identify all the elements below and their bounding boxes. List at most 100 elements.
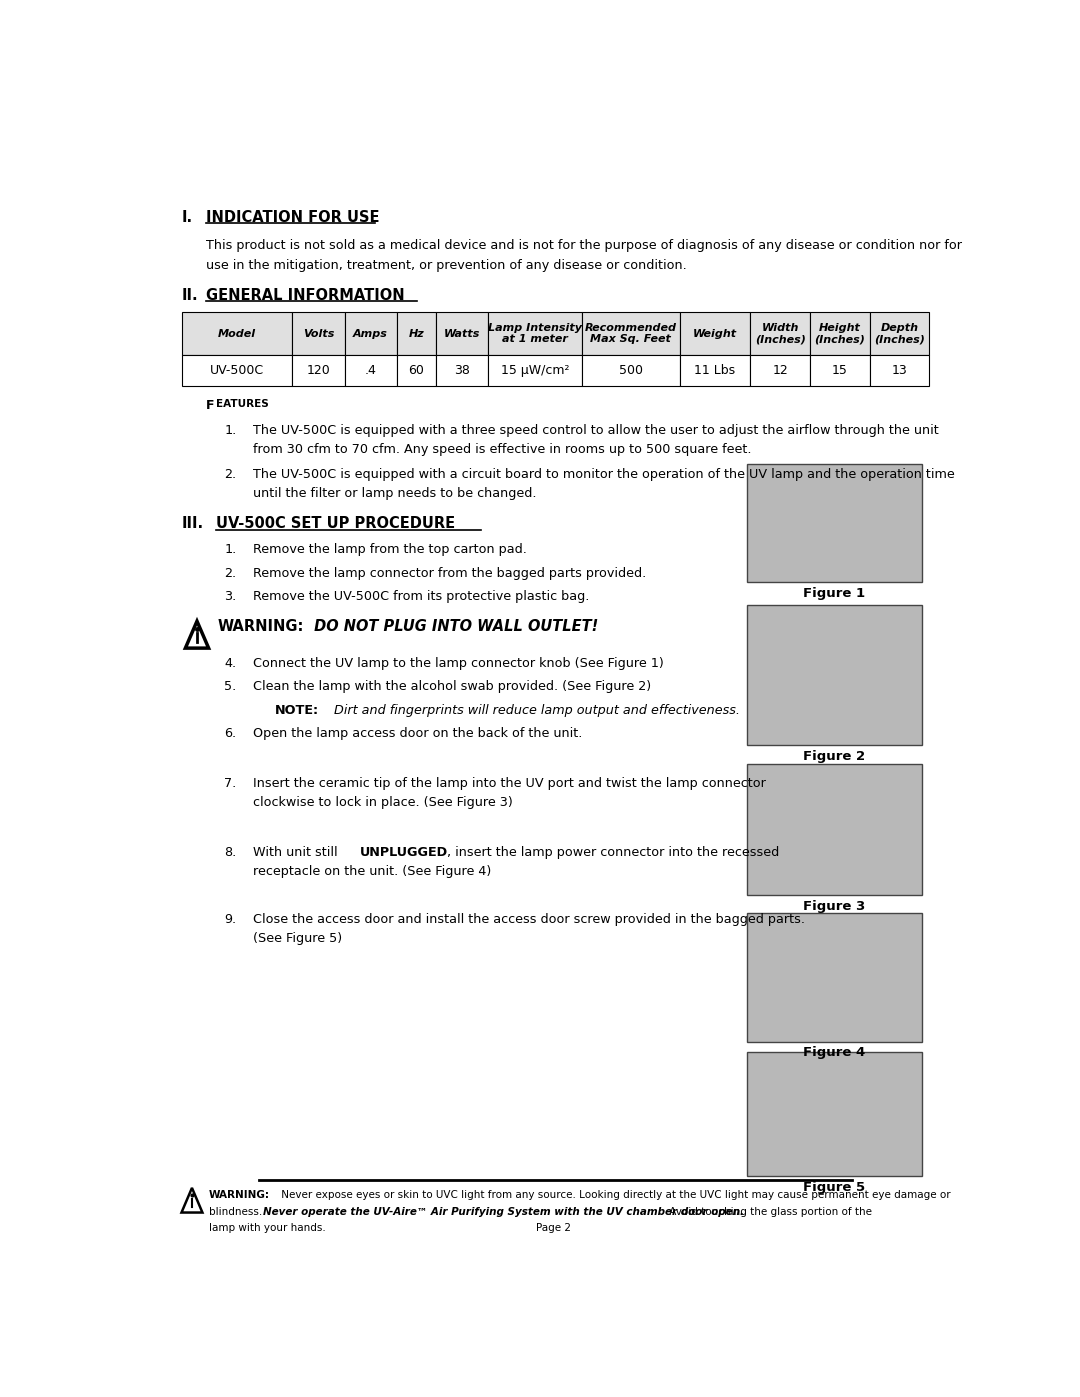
- Bar: [869, 355, 930, 386]
- Text: II.: II.: [181, 288, 198, 303]
- Bar: [751, 355, 810, 386]
- Text: Figure 1: Figure 1: [804, 587, 865, 599]
- Text: until the filter or lamp needs to be changed.: until the filter or lamp needs to be cha…: [253, 488, 537, 500]
- Text: Figure 5: Figure 5: [804, 1180, 865, 1194]
- Bar: [679, 313, 751, 355]
- Text: UV-500C: UV-500C: [210, 363, 264, 377]
- Bar: [747, 1052, 921, 1176]
- Text: 11 Lbs: 11 Lbs: [694, 363, 735, 377]
- Text: (See Figure 5): (See Figure 5): [253, 932, 342, 946]
- Text: III.: III.: [181, 517, 204, 531]
- Text: 500: 500: [619, 363, 643, 377]
- Bar: [747, 914, 921, 1042]
- Text: Never operate the UV-Aire™ Air Purifying System with the UV chamber door open.: Never operate the UV-Aire™ Air Purifying…: [262, 1207, 744, 1217]
- Polygon shape: [181, 1187, 202, 1213]
- Text: Width
(Inches): Width (Inches): [755, 323, 806, 345]
- Bar: [582, 313, 679, 355]
- Bar: [751, 313, 810, 355]
- Bar: [396, 313, 436, 355]
- Text: With unit still: With unit still: [253, 847, 341, 859]
- Bar: [293, 355, 345, 386]
- Text: 3.: 3.: [225, 590, 237, 602]
- Text: Hz: Hz: [408, 328, 424, 338]
- Text: Remove the UV-500C from its protective plastic bag.: Remove the UV-500C from its protective p…: [253, 590, 590, 602]
- Text: Page 2: Page 2: [536, 1224, 571, 1234]
- Text: Weight: Weight: [693, 328, 738, 338]
- Text: Remove the lamp connector from the bagged parts provided.: Remove the lamp connector from the bagge…: [253, 567, 646, 580]
- Bar: [345, 313, 396, 355]
- Text: use in the mitigation, treatment, or prevention of any disease or condition.: use in the mitigation, treatment, or pre…: [206, 258, 687, 271]
- Bar: [181, 355, 293, 386]
- Text: Volts: Volts: [302, 328, 334, 338]
- Text: Amps: Amps: [353, 328, 388, 338]
- Text: Avoid touching the glass portion of the: Avoid touching the glass portion of the: [666, 1207, 872, 1217]
- Text: Figure 4: Figure 4: [804, 1046, 865, 1059]
- Bar: [181, 313, 293, 355]
- Bar: [396, 355, 436, 386]
- Text: 13: 13: [892, 363, 907, 377]
- Text: blindness.: blindness.: [208, 1207, 265, 1217]
- Text: UV-500C SET UP PROCEDURE: UV-500C SET UP PROCEDURE: [216, 517, 455, 531]
- Text: UNPLUGGED: UNPLUGGED: [360, 847, 448, 859]
- Text: 120: 120: [307, 363, 330, 377]
- Text: 4.: 4.: [225, 658, 237, 671]
- Text: 12: 12: [772, 363, 788, 377]
- Text: 8.: 8.: [225, 847, 237, 859]
- Text: Open the lamp access door on the back of the unit.: Open the lamp access door on the back of…: [253, 726, 582, 739]
- Text: , insert the lamp power connector into the recessed: , insert the lamp power connector into t…: [446, 847, 779, 859]
- Text: Model: Model: [218, 328, 256, 338]
- Text: NOTE:: NOTE:: [274, 704, 319, 717]
- Text: 9.: 9.: [225, 914, 237, 926]
- Text: Recommended
Max Sq. Feet: Recommended Max Sq. Feet: [585, 323, 677, 345]
- Text: GENERAL INFORMATION: GENERAL INFORMATION: [206, 288, 405, 303]
- Bar: [488, 355, 582, 386]
- Bar: [747, 605, 921, 745]
- Text: 1.: 1.: [225, 425, 237, 437]
- Bar: [747, 764, 921, 895]
- Text: 6.: 6.: [225, 726, 237, 739]
- Text: Height
(Inches): Height (Inches): [814, 323, 865, 345]
- Text: .4: .4: [365, 363, 377, 377]
- Bar: [436, 355, 488, 386]
- Text: Connect the UV lamp to the lamp connector knob (See Figure 1): Connect the UV lamp to the lamp connecto…: [253, 658, 663, 671]
- Text: The UV-500C is equipped with a circuit board to monitor the operation of the UV : The UV-500C is equipped with a circuit b…: [253, 468, 955, 481]
- Text: EATURES: EATURES: [216, 400, 269, 409]
- Text: 5.: 5.: [225, 680, 237, 693]
- Text: Dirt and fingerprints will reduce lamp output and effectiveness.: Dirt and fingerprints will reduce lamp o…: [330, 704, 740, 717]
- Text: WARNING:: WARNING:: [208, 1190, 270, 1200]
- Text: Watts: Watts: [444, 328, 481, 338]
- Text: The UV-500C is equipped with a three speed control to allow the user to adjust t: The UV-500C is equipped with a three spe…: [253, 425, 939, 437]
- Text: 1.: 1.: [225, 543, 237, 556]
- Bar: [869, 313, 930, 355]
- Text: F: F: [206, 400, 215, 412]
- Bar: [810, 313, 869, 355]
- Text: I.: I.: [181, 210, 192, 225]
- Text: Clean the lamp with the alcohol swab provided. (See Figure 2): Clean the lamp with the alcohol swab pro…: [253, 680, 651, 693]
- Text: Close the access door and install the access door screw provided in the bagged p: Close the access door and install the ac…: [253, 914, 805, 926]
- Text: 60: 60: [408, 363, 424, 377]
- Text: This product is not sold as a medical device and is not for the purpose of diagn: This product is not sold as a medical de…: [206, 239, 962, 253]
- Text: Remove the lamp from the top carton pad.: Remove the lamp from the top carton pad.: [253, 543, 527, 556]
- Text: Insert the ceramic tip of the lamp into the UV port and twist the lamp connector: Insert the ceramic tip of the lamp into …: [253, 777, 766, 789]
- Bar: [345, 355, 396, 386]
- Text: Never expose eyes or skin to UVC light from any source. Looking directly at the : Never expose eyes or skin to UVC light f…: [278, 1190, 950, 1200]
- Text: 15 μW/cm²: 15 μW/cm²: [501, 363, 569, 377]
- Text: clockwise to lock in place. (See Figure 3): clockwise to lock in place. (See Figure …: [253, 796, 513, 809]
- Text: WARNING:: WARNING:: [218, 619, 305, 634]
- Bar: [293, 313, 345, 355]
- Bar: [679, 355, 751, 386]
- Bar: [436, 313, 488, 355]
- Polygon shape: [186, 622, 208, 648]
- Text: lamp with your hands.: lamp with your hands.: [208, 1224, 325, 1234]
- Bar: [488, 313, 582, 355]
- Text: Lamp Intensity
at 1 meter: Lamp Intensity at 1 meter: [488, 323, 582, 345]
- Text: receptacle on the unit. (See Figure 4): receptacle on the unit. (See Figure 4): [253, 865, 491, 879]
- Text: 15: 15: [832, 363, 848, 377]
- Text: 7.: 7.: [225, 777, 237, 789]
- Text: Figure 3: Figure 3: [804, 900, 865, 912]
- Text: 2.: 2.: [225, 567, 237, 580]
- Text: Depth
(Inches): Depth (Inches): [874, 323, 924, 345]
- Text: INDICATION FOR USE: INDICATION FOR USE: [206, 210, 380, 225]
- Bar: [810, 355, 869, 386]
- Text: DO NOT PLUG INTO WALL OUTLET!: DO NOT PLUG INTO WALL OUTLET!: [309, 619, 598, 634]
